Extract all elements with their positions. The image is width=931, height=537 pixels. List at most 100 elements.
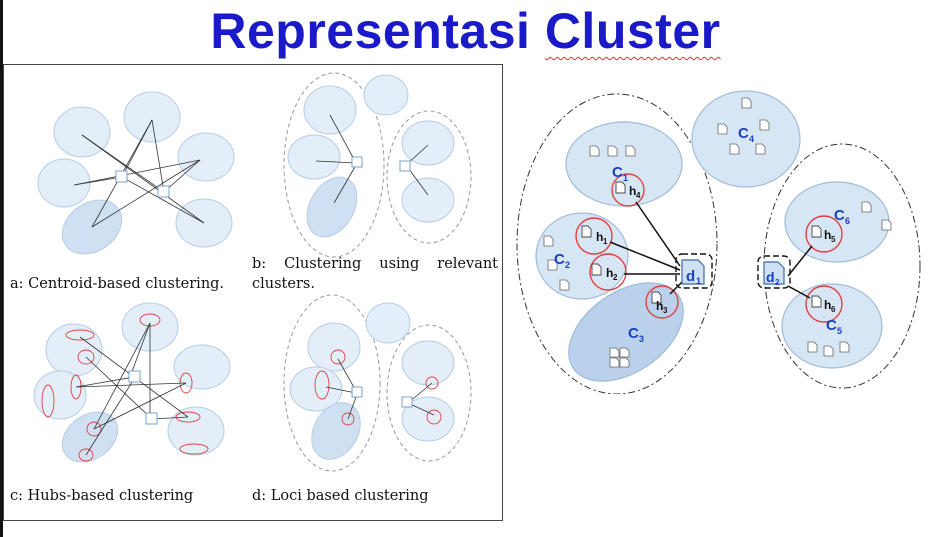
label-c6-sub: 6 <box>845 216 850 226</box>
query-doc-d2 <box>145 412 158 425</box>
cluster-ellipse <box>363 74 409 116</box>
cluster-c4 <box>691 90 801 188</box>
label-c1-sub: 1 <box>623 173 628 183</box>
hub-circle-h6 <box>805 285 843 323</box>
label-h4-sub: 4 <box>636 191 641 200</box>
label-h6: h <box>824 298 831 312</box>
page-title: Representasi Cluster <box>0 0 931 62</box>
label-h2-sub: 2 <box>613 273 618 282</box>
caption-b-line2: clusters. <box>252 276 315 292</box>
hub-circle <box>65 329 95 341</box>
label-c3-sub: 3 <box>639 334 644 344</box>
hub-cluster-diagram: d 1 d 2 C 1 C 4 C 2 C 3 C 6 C 5 h 4 h 1 … <box>516 90 921 394</box>
hub-circle <box>86 421 102 437</box>
query-doc-d1 <box>351 386 363 398</box>
label-h5: h <box>824 228 831 242</box>
caption-d: d: Loci based clustering <box>252 488 429 504</box>
hub-links <box>609 201 813 299</box>
diagram-d-loci <box>283 294 472 472</box>
query-doc-d2 <box>399 160 411 172</box>
figure-panel-four-methods: a: Centroid-based clustering. b: Cluster… <box>3 64 503 521</box>
hub-circle <box>77 349 95 365</box>
label-c5: C <box>826 317 837 334</box>
label-c2-sub: 2 <box>565 260 570 270</box>
label-c3: C <box>628 325 639 342</box>
dashed-group <box>386 324 472 462</box>
hub-circle-h4 <box>611 173 645 207</box>
diagram-a-centroid <box>37 91 235 255</box>
query-doc-d1 <box>351 156 363 168</box>
cluster-c3 <box>568 282 684 382</box>
caption-b-line1: b: Clustering using relevant <box>252 256 498 272</box>
cluster-ellipse <box>401 177 455 223</box>
label-h1-sub: 1 <box>603 237 608 246</box>
hub-circle <box>175 411 201 423</box>
d2-label: d <box>766 269 775 285</box>
label-h1: h <box>596 230 603 244</box>
query-doc-d1 <box>128 370 141 383</box>
hub-circle-h2 <box>589 253 627 291</box>
hub-circle <box>341 412 355 426</box>
dashed-group <box>386 110 472 244</box>
query-doc-d2 <box>401 396 413 408</box>
cluster-ellipse <box>177 132 235 182</box>
hub-circle <box>425 376 439 390</box>
label-h3: h <box>656 299 663 313</box>
hub-circle <box>179 443 209 455</box>
slide-left-border <box>0 0 3 537</box>
cluster-ellipse <box>45 323 103 377</box>
four-method-diagrams <box>33 72 472 472</box>
diagram-c-hubs <box>33 302 231 463</box>
cluster-ellipse <box>123 91 181 143</box>
cluster-ellipse <box>173 344 231 390</box>
dashed-group-left <box>516 93 718 394</box>
caption-c: c: Hubs-based clustering <box>10 488 194 504</box>
cluster-ellipse <box>401 396 455 442</box>
cluster-ellipse <box>37 158 91 208</box>
document-icons <box>543 97 892 368</box>
query-doc-d2 <box>157 185 170 198</box>
label-c4-sub: 4 <box>749 134 754 144</box>
cluster-ellipse <box>307 322 361 372</box>
dashed-group <box>283 72 385 258</box>
cluster-ellipse <box>287 134 341 180</box>
cluster-ellipse <box>365 302 411 344</box>
label-c6: C <box>834 207 845 224</box>
hub-circle-h3 <box>645 285 679 319</box>
cluster-ellipse <box>311 402 361 460</box>
cluster-ellipse <box>401 340 455 386</box>
hub-circle <box>41 384 55 418</box>
label-h5-sub: 5 <box>831 235 836 244</box>
label-c1: C <box>612 164 623 181</box>
cluster-ellipse <box>33 370 87 420</box>
cluster-ellipse <box>167 406 225 456</box>
hub-circle <box>314 370 330 400</box>
query-doc-d1 <box>115 170 128 183</box>
hub-circle <box>330 349 346 365</box>
label-c5-sub: 5 <box>837 326 842 336</box>
hub-circle <box>78 448 94 462</box>
label-h2: h <box>606 266 613 280</box>
label-h6-sub: 6 <box>831 305 836 314</box>
cluster-ellipse <box>401 120 455 166</box>
dashed-group <box>283 294 381 472</box>
label-h3-sub: 3 <box>663 306 668 315</box>
hub-circle <box>426 409 442 425</box>
d1-sub: 1 <box>696 276 701 286</box>
title-prefix: Representasi <box>210 3 545 59</box>
query-doc-d1: d 1 <box>675 253 713 289</box>
label-c4: C <box>738 125 749 142</box>
label-h4: h <box>629 184 636 198</box>
cluster-ellipse <box>306 176 358 238</box>
cluster-c5 <box>781 283 883 369</box>
title-underlined-word: Cluster <box>544 3 721 59</box>
cluster-ellipse <box>303 85 357 135</box>
d2-sub: 2 <box>775 278 780 287</box>
caption-a: a: Centroid-based clustering. <box>10 276 225 292</box>
cluster-c2 <box>535 212 629 300</box>
diagram-b-relevant <box>283 72 472 258</box>
hub-circle-h5 <box>805 215 843 253</box>
hub-circle-h1 <box>575 217 613 255</box>
query-doc-d2: d 2 <box>757 255 791 289</box>
cluster-ellipse <box>61 411 119 463</box>
